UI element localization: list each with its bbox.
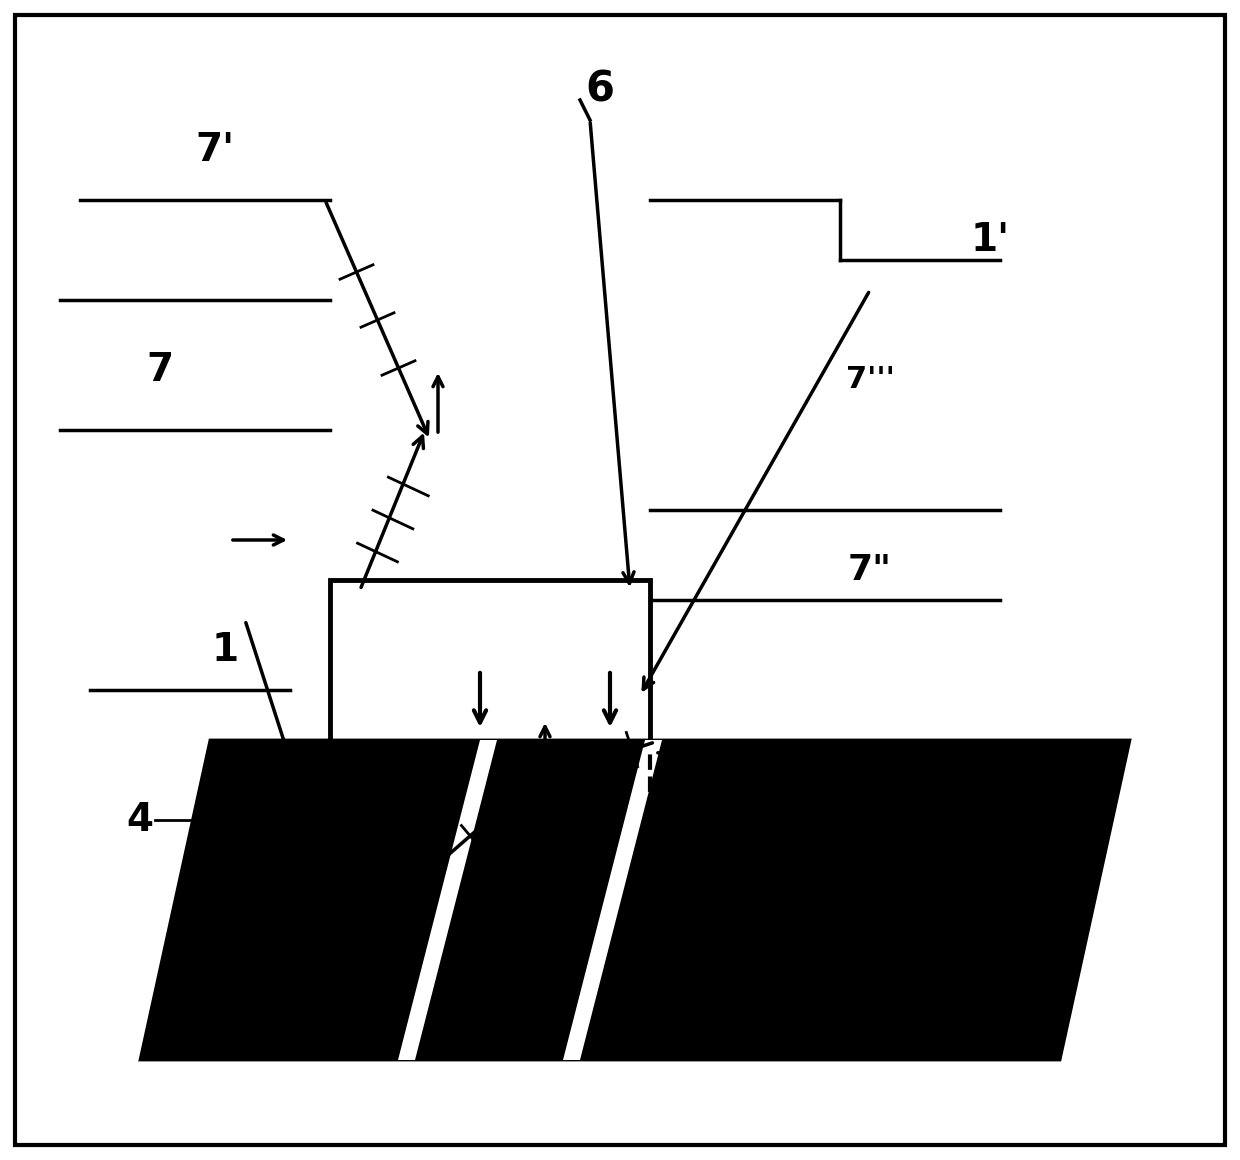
Polygon shape xyxy=(398,740,497,1060)
Text: 1': 1' xyxy=(971,222,1009,259)
Text: 7''': 7''' xyxy=(846,365,894,394)
Text: 1: 1 xyxy=(212,631,238,669)
Polygon shape xyxy=(563,740,662,1060)
Text: 7: 7 xyxy=(146,351,174,389)
Polygon shape xyxy=(140,740,1130,1060)
Bar xyxy=(330,580,650,940)
Text: 4: 4 xyxy=(126,802,154,839)
Text: 7": 7" xyxy=(848,553,892,587)
Text: 6: 6 xyxy=(585,68,615,111)
Text: 7': 7' xyxy=(196,131,234,169)
